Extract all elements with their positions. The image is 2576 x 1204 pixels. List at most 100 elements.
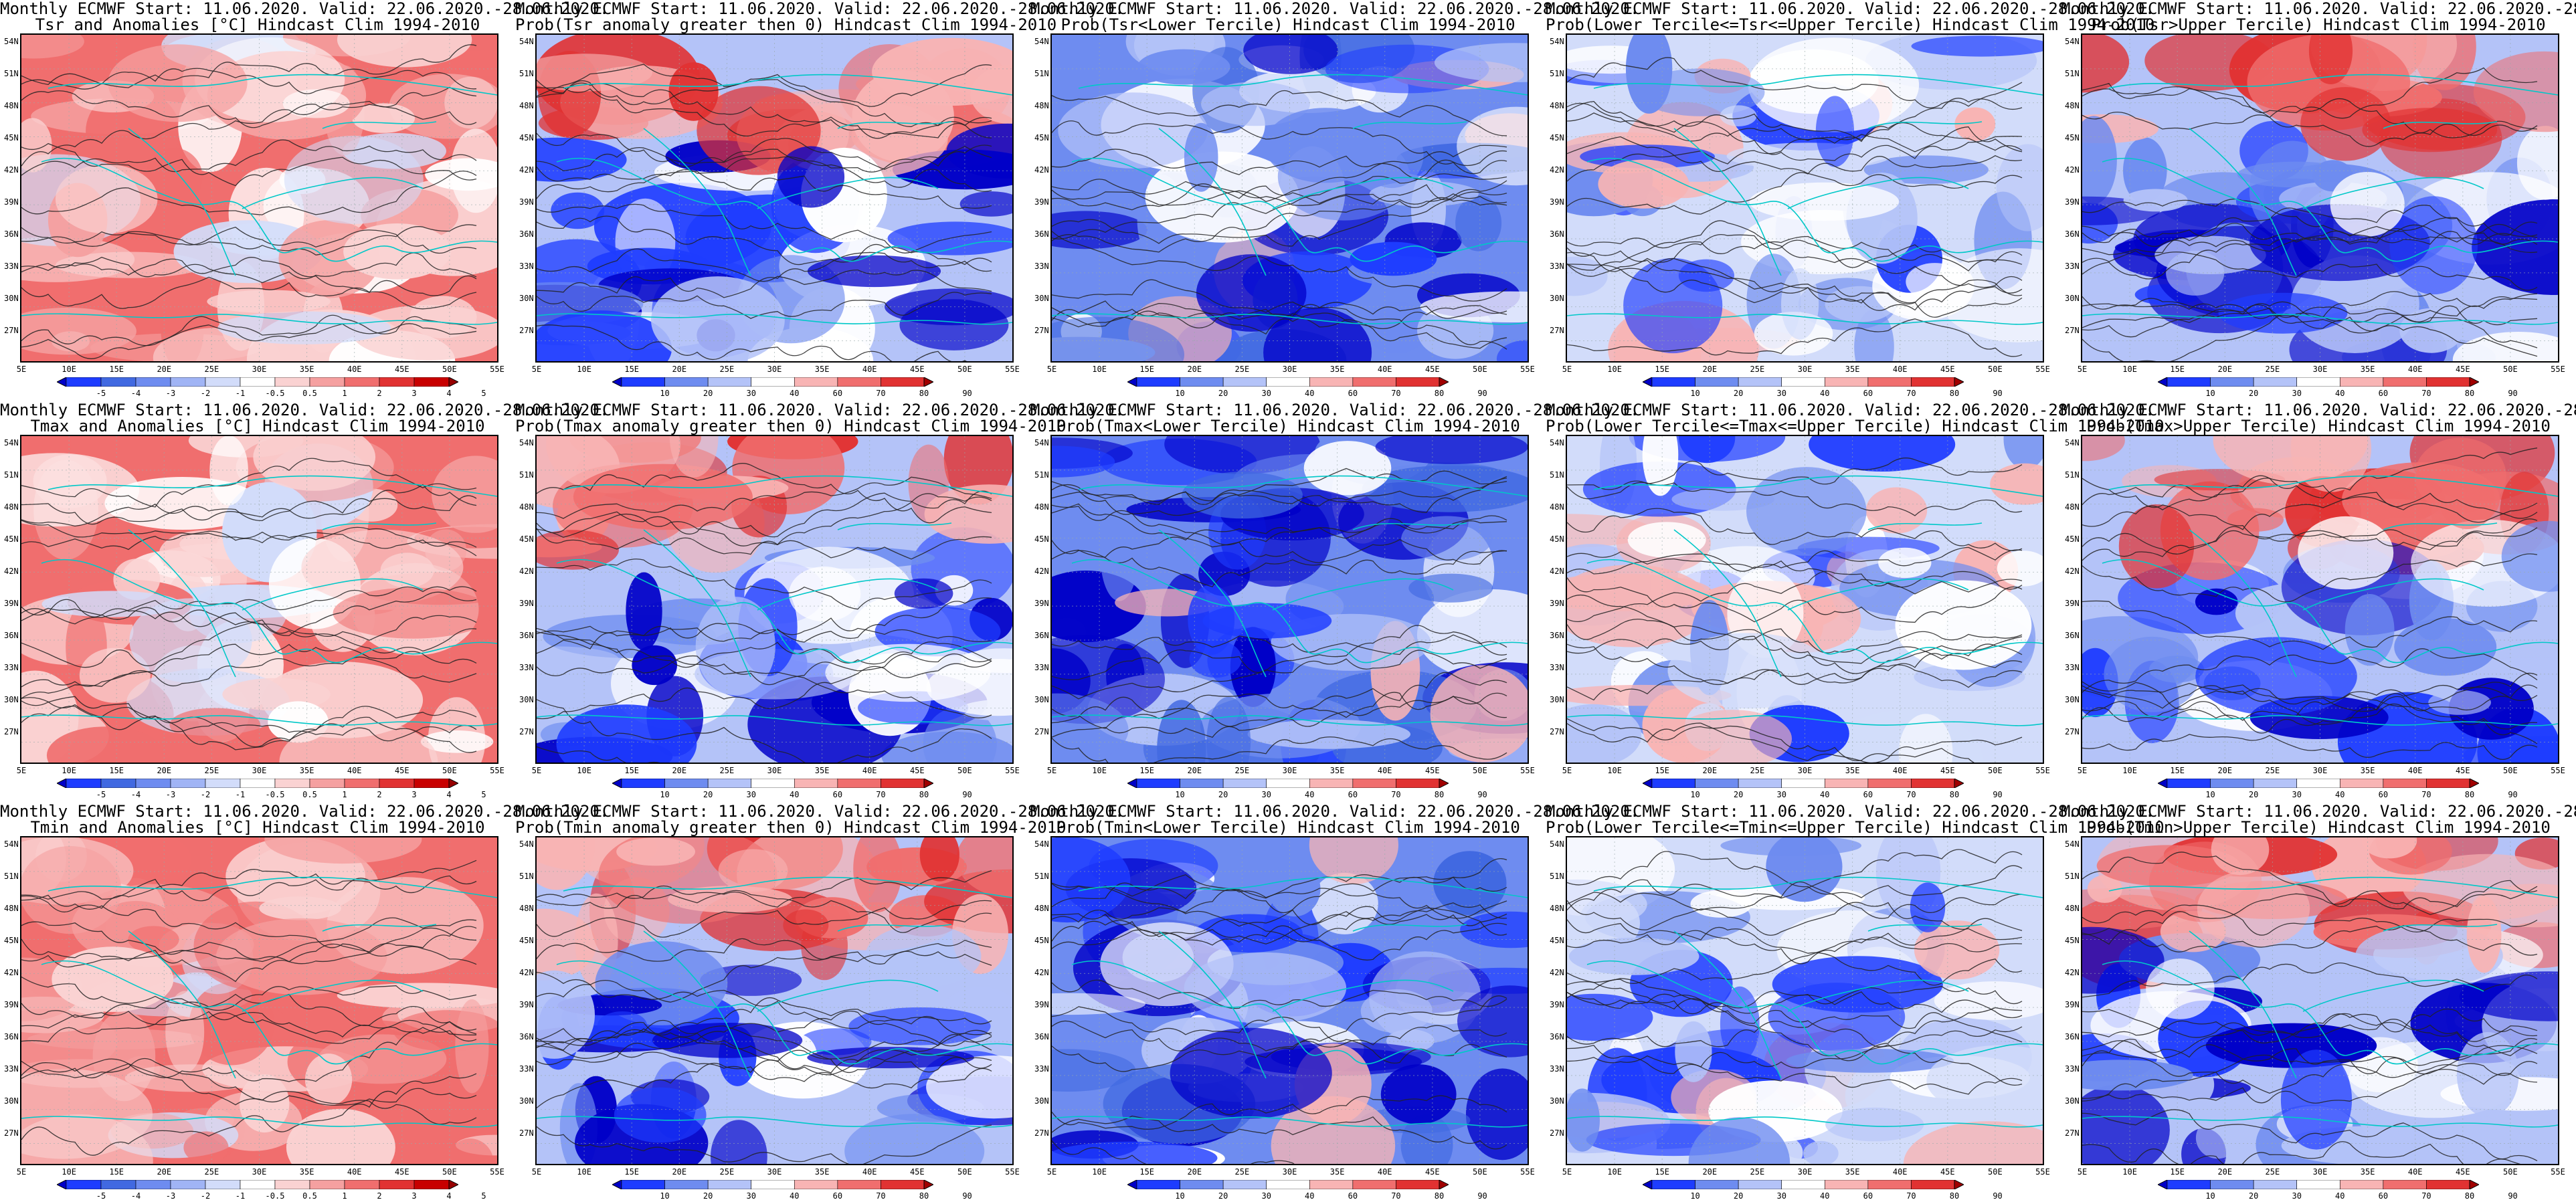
panel-title-field: Prob(Tmin>Upper Tercile) Hindcast Clim 1… <box>2086 818 2551 837</box>
map-field <box>1052 436 1528 763</box>
lon-tick-label: 35E <box>1329 1167 1345 1177</box>
lon-tick-label: 20E <box>1702 1167 1718 1177</box>
lat-tick-label: 36N <box>2065 1032 2080 1041</box>
colorbar-label: 20 <box>2248 389 2259 398</box>
field-patch <box>697 86 821 175</box>
coastline <box>322 924 437 932</box>
lat-tick-label: 48N <box>1034 101 1049 110</box>
forecast-panel: Monthly ECMWF Start: 11.06.2020. Valid: … <box>1546 0 2154 401</box>
lon-tick-label: 50E <box>442 766 457 775</box>
field-patch <box>1726 142 1891 170</box>
forecast-panel: Monthly ECMWF Start: 11.06.2020. Valid: … <box>0 401 609 803</box>
lon-tick-label: 45E <box>394 766 409 775</box>
lon-tick-label: 5E <box>2077 365 2088 374</box>
lon-tick-label: 25E <box>1234 766 1250 775</box>
contour-line <box>1052 736 1507 763</box>
contour-line <box>21 619 477 668</box>
lon-tick-label: 35E <box>814 1167 830 1177</box>
contour-line <box>2082 306 2538 361</box>
field-patch <box>651 276 785 361</box>
field-patch <box>1247 719 1410 749</box>
field-patch <box>1137 49 1230 85</box>
lat-tick-label: 51N <box>1550 872 1564 881</box>
colorbar-swatch <box>448 1180 458 1189</box>
lat-tick-label: 48N <box>4 502 19 512</box>
lon-tick-label: 55E <box>2551 766 2565 775</box>
lat-tick-label: 42N <box>1550 968 1564 977</box>
forecast-panel: Monthly ECMWF Start: 11.06.2020. Valid: … <box>0 0 609 401</box>
colorbar-swatch <box>1127 1180 1137 1189</box>
field-patch <box>894 578 953 609</box>
lon-tick-label: 20E <box>672 365 687 374</box>
lon-tick-label: 40E <box>862 365 877 374</box>
contour-line <box>1052 179 1507 205</box>
field-patch <box>718 849 788 892</box>
colorbar-swatch <box>794 377 838 387</box>
colorbar-swatch <box>1266 1180 1310 1189</box>
lon-tick-label: 30E <box>1797 365 1813 374</box>
colorbar-swatch <box>1643 779 1653 788</box>
field-patch <box>446 1138 494 1164</box>
field-patch <box>286 1108 395 1164</box>
panel-title-run: Monthly ECMWF Start: 11.06.2020. Valid: … <box>1030 802 1640 821</box>
colorbar-label: 70 <box>1391 1191 1401 1201</box>
colorbar-swatch <box>621 779 665 788</box>
lat-tick-label: 39N <box>2065 1000 2080 1009</box>
colorbar-swatch <box>2296 779 2340 788</box>
field-patch <box>1457 106 1528 186</box>
colorbar-swatch <box>837 779 881 788</box>
map-area <box>1050 435 1529 764</box>
field-patch <box>1360 989 1433 1033</box>
lat-tick-label: 54N <box>4 37 19 46</box>
lat-tick-label: 51N <box>2065 872 2080 881</box>
lon-tick-label: 30E <box>2312 1167 2328 1177</box>
panel-title-field: Prob(Lower Tercile<=Tmin<=Upper Tercile)… <box>1546 818 2165 837</box>
lon-tick-label: 45E <box>2455 766 2470 775</box>
lon-tick-label: 40E <box>862 766 877 775</box>
colorbar-swatch <box>1396 779 1440 788</box>
lon-tick-label: 15E <box>624 1167 640 1177</box>
field-patch <box>1667 633 1830 709</box>
contour-line <box>1052 197 1507 253</box>
colorbar-label: 10 <box>2205 1191 2215 1201</box>
lat-tick-label: 51N <box>1034 872 1049 881</box>
lon-tick-label: 10E <box>577 766 591 775</box>
field-patch <box>337 35 472 68</box>
colorbar-swatch <box>379 377 415 387</box>
lon-tick-label: 5E <box>2077 766 2088 775</box>
coastline <box>1867 522 1983 530</box>
colorbar-label: 2 <box>377 1191 382 1201</box>
colorbar-label: 30 <box>2292 1191 2302 1201</box>
map-area <box>1566 836 2044 1165</box>
field-patch <box>21 1009 118 1075</box>
colorbar-label: 60 <box>1863 389 1873 398</box>
map-area <box>2081 435 2559 764</box>
coastline <box>1567 313 2043 325</box>
field-patch <box>1567 704 1642 763</box>
colorbar-label: 90 <box>2508 389 2518 398</box>
lon-tick-label: 30E <box>2312 365 2328 374</box>
field-patch <box>2123 189 2188 212</box>
contour-line <box>1052 979 1507 1009</box>
contour-line <box>1567 57 2023 108</box>
lon-tick-label: 25E <box>204 766 219 775</box>
colorbar <box>1127 377 1449 387</box>
colorbar-swatch <box>1695 779 1739 788</box>
field-patch <box>1100 510 1139 601</box>
colorbar-swatch <box>57 377 67 387</box>
field-patch <box>1720 105 1757 126</box>
lat-tick-label: 45N <box>519 534 534 544</box>
lon-tick-label: 25E <box>204 1167 219 1177</box>
lat-tick-label: 51N <box>1034 69 1049 78</box>
colorbar-label: 10 <box>1175 389 1185 398</box>
colorbar-label: 70 <box>2421 389 2431 398</box>
lon-tick-label: 45E <box>394 1167 409 1177</box>
coastline <box>1673 930 1782 1079</box>
lon-tick-label: 45E <box>1424 766 1440 775</box>
forecast-panel: Monthly ECMWF Start: 11.06.2020. Valid: … <box>515 0 1125 401</box>
lon-tick-label: 55E <box>1520 365 1535 374</box>
panel-title-run: Monthly ECMWF Start: 11.06.2020. Valid: … <box>515 0 1125 18</box>
coastline <box>643 930 751 1079</box>
colorbar-swatch <box>1954 779 1964 788</box>
colorbar-label: -5 <box>96 790 106 799</box>
